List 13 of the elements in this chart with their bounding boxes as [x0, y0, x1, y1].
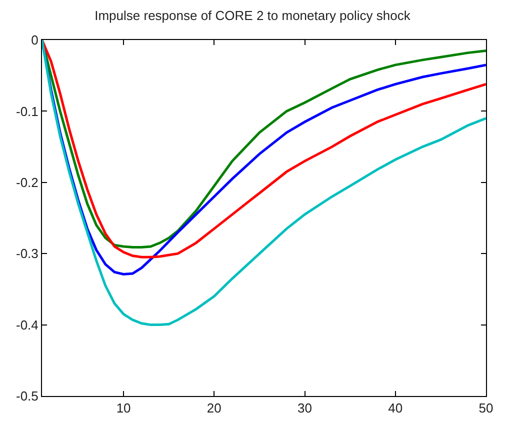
x-tick-label: 20: [206, 400, 222, 416]
y-tick-label: -0.3: [16, 246, 38, 262]
x-tick-label: 10: [116, 400, 131, 416]
y-tick-label: -0.2: [16, 174, 38, 190]
y-tick-label: -0.1: [16, 104, 38, 119]
y-tick-label: -0.4: [16, 317, 38, 332]
y-tick-label: 0: [31, 32, 38, 48]
y-tick-label: -0.5: [16, 388, 38, 404]
x-tick-label: 40: [388, 400, 403, 416]
x-tick-label: 30: [298, 400, 312, 416]
line-series: [42, 40, 486, 326]
chart-title: Impulse response of CORE 2 to monetary policy shock: [94, 8, 411, 23]
x-tick-label: 50: [478, 400, 494, 416]
